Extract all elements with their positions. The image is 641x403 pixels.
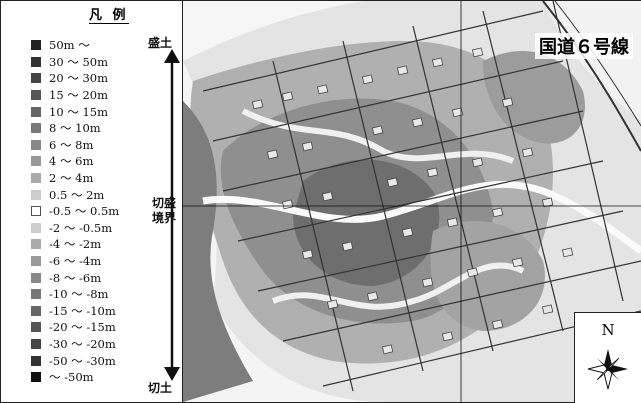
legend-item: 2 ～ 4m xyxy=(31,170,119,187)
legend-label: 0.5 ～ 2m xyxy=(49,187,105,202)
legend-item: 0.5 ～ 2m xyxy=(31,186,119,203)
legend-swatch xyxy=(31,305,41,316)
legend-item: -2 ～ -0.5m xyxy=(31,220,119,237)
legend-item: -15 ～ -10m xyxy=(31,303,119,320)
legend-title: 凡 例 xyxy=(89,8,129,24)
legend-item: -10 ～ -8m xyxy=(31,286,119,303)
legend-item: 4 ～ 6m xyxy=(31,153,119,170)
legend-label: -0.5 ～ 0.5m xyxy=(49,204,120,219)
north-arrow-box: N xyxy=(574,312,641,403)
legend-swatch xyxy=(31,40,41,51)
legend-label: 20 ～ 30m xyxy=(49,71,108,86)
legend-label: 2 ～ 4m xyxy=(49,171,94,186)
legend-item: -30 ～ -20m xyxy=(31,336,119,353)
legend-label: -50 ～ -30m xyxy=(49,353,116,368)
legend-item: -6 ～ -4m xyxy=(31,253,119,270)
legend-item: 30 ～ 50m xyxy=(31,54,119,71)
legend-swatch xyxy=(31,338,41,349)
boundary-band-3 xyxy=(271,262,525,310)
map-canvas xyxy=(183,1,641,402)
legend-list: 50m ～ 30 ～ 50m 20 ～ 30m 15 ～ 20m 10 ～ 15m 8 ～… xyxy=(31,37,119,385)
legend-label: 8 ～ 10m xyxy=(49,121,101,136)
legend-item: -50 ～ -30m xyxy=(31,352,119,369)
legend-item: 8 ～ 10m xyxy=(31,120,119,137)
legend-label: 30 ～ 50m xyxy=(49,54,108,69)
cut-zone-se xyxy=(430,221,545,331)
boundary-band-2 xyxy=(241,108,515,164)
cut-fill-boundary-label: 切盛境界 xyxy=(152,196,177,225)
legend-swatch xyxy=(31,106,41,117)
outer-area-right xyxy=(543,1,641,121)
legend-item: 20 ～ 30m xyxy=(31,70,119,87)
building-footprints xyxy=(251,47,574,355)
legend-label: ～ -50m xyxy=(49,370,94,385)
outer-area xyxy=(183,1,363,61)
legend-swatch xyxy=(31,139,41,150)
legend-swatch xyxy=(31,372,41,383)
legend-label: 4 ～ 6m xyxy=(49,154,94,169)
legend-label: -2 ～ -0.5m xyxy=(49,220,113,235)
legend-item: -8 ～ -6m xyxy=(31,269,119,286)
fill-label: 盛土 xyxy=(148,36,173,50)
legend-swatch xyxy=(31,56,41,67)
legend-label: 6 ～ 8m xyxy=(49,137,94,152)
legend-item: 10 ～ 15m xyxy=(31,103,119,120)
legend-swatch xyxy=(31,123,41,134)
map-title-route-6: 国道６号線 xyxy=(535,33,633,59)
legend-item: -4 ～ -2m xyxy=(31,236,119,253)
north-letter: N xyxy=(601,321,615,339)
legend-swatch xyxy=(31,222,41,233)
legend-swatch xyxy=(31,355,41,366)
legend-item: 15 ～ 20m xyxy=(31,87,119,104)
legend-item: 50m ～ xyxy=(31,37,119,54)
legend-label: 50m ～ xyxy=(49,38,90,53)
cut-label: 切土 xyxy=(148,381,173,395)
map-area[interactable]: 国道６号線 xyxy=(183,1,641,402)
cut-slope-west xyxy=(183,101,253,402)
legend-panel: 凡 例 50m ～ 30 ～ 50m 20 ～ 30m 15 ～ 20m 10 ～ 15… xyxy=(1,1,183,402)
compass-rose-icon xyxy=(587,349,628,390)
legend-label: -6 ～ -4m xyxy=(49,254,102,269)
street-grid xyxy=(202,1,641,392)
legend-swatch xyxy=(31,206,41,217)
cut-zone-ne xyxy=(483,51,585,144)
legend-swatch xyxy=(31,189,41,200)
fill-zone-core xyxy=(293,159,440,286)
legend-swatch xyxy=(31,256,41,267)
legend-label: -4 ～ -2m xyxy=(49,237,102,252)
legend-label: 15 ～ 20m xyxy=(49,88,108,103)
legend-swatch xyxy=(31,272,41,283)
legend-item: -20 ～ -15m xyxy=(31,319,119,336)
legend-swatch xyxy=(31,156,41,167)
legend-label: 10 ～ 15m xyxy=(49,104,108,119)
legend-swatch xyxy=(31,239,41,250)
national-route-6-edge xyxy=(554,1,641,127)
legend-swatch xyxy=(31,173,41,184)
national-route-6-line xyxy=(542,1,641,152)
legend-swatch xyxy=(31,90,41,101)
legend-swatch xyxy=(31,322,41,333)
legend-swatch xyxy=(31,289,41,300)
legend-swatch xyxy=(31,73,41,84)
legend-item: ～ -50m xyxy=(31,369,119,386)
legend-label: -15 ～ -10m xyxy=(49,303,116,318)
legend-label: -10 ～ -8m xyxy=(49,287,109,302)
legend-label: -20 ～ -15m xyxy=(49,320,116,335)
legend-item: -0.5 ～ 0.5m xyxy=(31,203,119,220)
fill-cut-axis-arrow xyxy=(164,49,180,381)
legend-item: 6 ～ 8m xyxy=(31,137,119,154)
legend-label: -8 ～ -6m xyxy=(49,270,102,285)
legend-label: -30 ～ -20m xyxy=(49,336,116,351)
